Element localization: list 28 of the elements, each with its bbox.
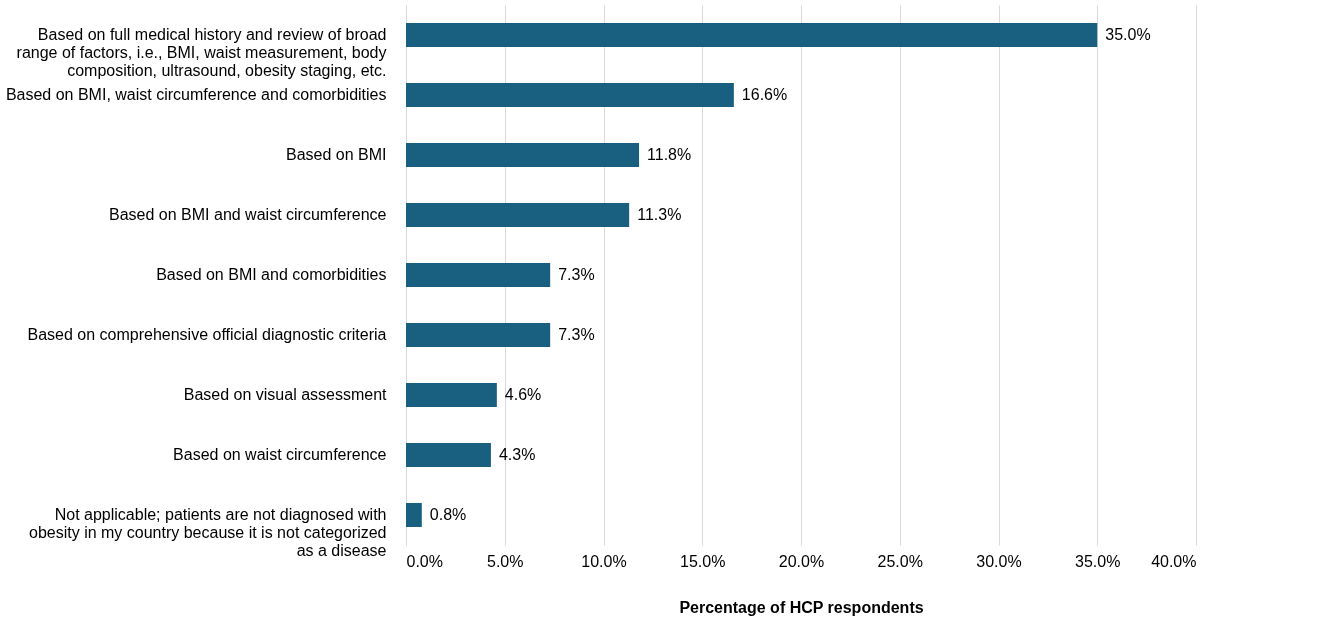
x-tick-label: 20.0% [778,552,825,570]
x-tick-label: 0.0% [406,552,443,570]
y-tick-label: Based on comprehensive official diagnostic criteria [27,326,387,343]
data-label: 4.3% [498,446,536,463]
data-label: 0.8% [429,506,467,523]
y-tick-label: Based on full medical history and review of broad range of factors, i.e., BMI, waist measurement, body composition, ultrasound, obesity staging, etc. [16,26,387,79]
data-label: 11.8% [647,146,692,163]
y-tick-label: Based on BMI and waist circumference [109,206,387,223]
y-tick-label: Based on waist circumference [173,446,387,463]
data-label: 4.6% [504,386,542,403]
x-axis-title: Percentage of HCP respondents [679,598,924,616]
x-tick-label: 15.0% [680,552,726,570]
y-tick-label: Based on BMI, waist circumference and comorbidities [5,86,387,103]
x-tick-label: 25.0% [877,552,923,570]
y-tick-label: Based on visual assessment [183,386,388,403]
data-label: 7.3% [558,326,595,343]
x-tick-label: 5.0% [487,552,524,570]
data-label: 7.3% [558,266,595,283]
x-tick-label: 40.0% [1151,552,1197,570]
x-tick-label: 10.0% [581,552,627,570]
y-tick-label: Based on BMI [286,146,387,163]
y-tick-label: Based on BMI and comorbidities [156,266,387,283]
y-tick-label: Not applicable; patients are not diagnosed with obesity in my country because it is not categorized as a disease [28,506,387,559]
x-tick-label: 30.0% [976,552,1022,570]
data-label: 16.6% [741,86,788,103]
data-label: 35.0% [1105,26,1151,43]
x-tick-label: 35.0% [1075,552,1121,570]
data-label: 11.3% [637,206,682,223]
